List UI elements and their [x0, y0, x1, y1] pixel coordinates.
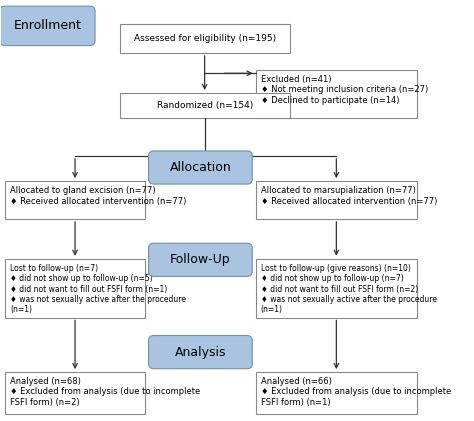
Text: Enrollment: Enrollment — [13, 19, 82, 32]
Text: Allocation: Allocation — [170, 161, 231, 174]
FancyBboxPatch shape — [255, 70, 417, 118]
Text: Lost to follow-up (n=7)
♦ did not show up to follow-up (n=5)
♦ did not want to f: Lost to follow-up (n=7) ♦ did not show u… — [10, 264, 186, 314]
Text: Excluded (n=41)
♦ Not meeting inclusion criteria (n=27)
♦ Declined to participat: Excluded (n=41) ♦ Not meeting inclusion … — [261, 75, 428, 105]
FancyBboxPatch shape — [5, 181, 145, 219]
FancyBboxPatch shape — [255, 372, 417, 414]
Text: Analysed (n=66)
♦ Excluded from analysis (due to incomplete
FSFI form) (n=1): Analysed (n=66) ♦ Excluded from analysis… — [261, 377, 451, 407]
Text: Allocated to gland excision (n=77)
♦ Received allocated intervention (n=77): Allocated to gland excision (n=77) ♦ Rec… — [10, 186, 186, 205]
FancyBboxPatch shape — [119, 24, 290, 53]
FancyBboxPatch shape — [255, 259, 417, 317]
Text: Lost to follow-up (give reasons) (n=10)
♦ did not show up to follow-up (n=7)
♦ d: Lost to follow-up (give reasons) (n=10) … — [261, 264, 437, 314]
FancyBboxPatch shape — [119, 93, 290, 118]
FancyBboxPatch shape — [5, 372, 145, 414]
Text: Analysed (n=68)
♦ Excluded from analysis (due to incomplete
FSFI form) (n=2): Analysed (n=68) ♦ Excluded from analysis… — [10, 377, 201, 407]
FancyBboxPatch shape — [255, 181, 417, 219]
FancyBboxPatch shape — [148, 336, 252, 369]
Text: Allocated to marsupialization (n=77)
♦ Received allocated intervention (n=77): Allocated to marsupialization (n=77) ♦ R… — [261, 186, 437, 205]
Text: Assessed for eligibility (n=195): Assessed for eligibility (n=195) — [134, 34, 276, 43]
FancyBboxPatch shape — [5, 259, 145, 317]
FancyBboxPatch shape — [148, 151, 252, 184]
Text: Analysis: Analysis — [174, 346, 226, 359]
Text: Follow-Up: Follow-Up — [170, 253, 231, 266]
Text: Randomized (n=154): Randomized (n=154) — [156, 101, 253, 110]
FancyBboxPatch shape — [0, 6, 95, 45]
FancyBboxPatch shape — [148, 243, 252, 276]
